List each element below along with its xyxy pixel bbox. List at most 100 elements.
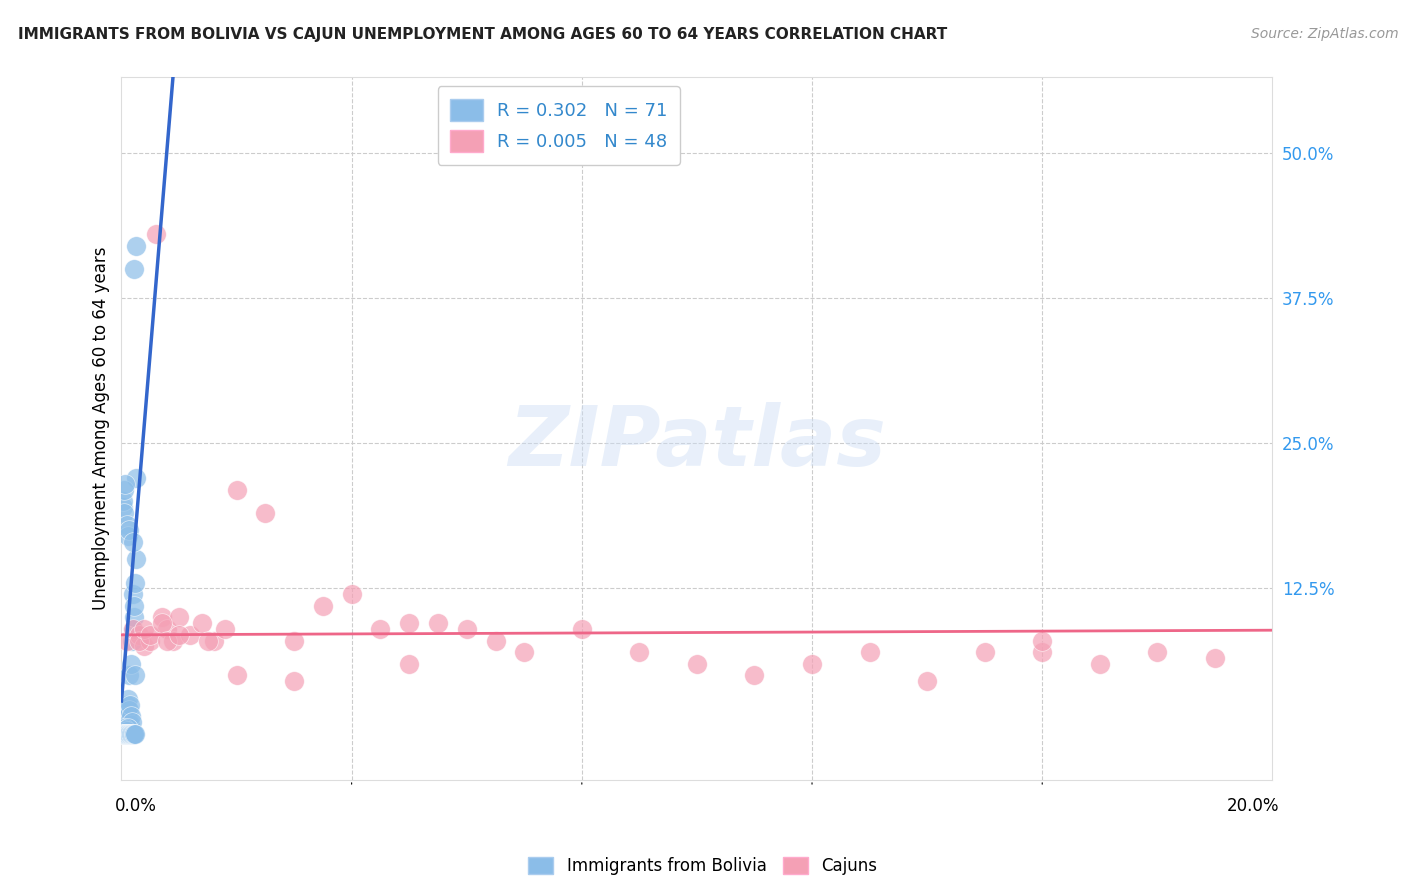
Point [801, 657, 824, 671]
Point [283, 633, 305, 648]
Point [484, 633, 506, 648]
Point [122, 726, 145, 740]
Point [120, 726, 142, 740]
Point [114, 713, 136, 727]
Point [125, 552, 148, 566]
Point [117, 529, 139, 543]
Point [112, 717, 135, 731]
Point [340, 587, 363, 601]
Point [120, 709, 142, 723]
Point [114, 723, 136, 737]
Point [120, 717, 142, 731]
Point [115, 726, 138, 740]
Point [139, 628, 162, 642]
Point [112, 506, 135, 520]
Point [112, 709, 135, 723]
Point [686, 657, 709, 671]
Point [167, 628, 190, 642]
Point [122, 726, 145, 740]
Point [115, 726, 138, 740]
Point [120, 726, 142, 740]
Point [744, 668, 766, 682]
Point [915, 674, 938, 689]
Point [115, 726, 138, 740]
Point [117, 726, 139, 740]
Point [628, 645, 651, 659]
Point [124, 726, 146, 740]
Point [115, 724, 138, 739]
Text: Source: ZipAtlas.com: Source: ZipAtlas.com [1251, 27, 1399, 41]
Point [112, 726, 135, 740]
Point [120, 698, 142, 712]
Point [191, 616, 214, 631]
Point [114, 476, 136, 491]
Point [112, 726, 135, 740]
Point [115, 714, 138, 729]
Point [122, 262, 145, 277]
Text: IMMIGRANTS FROM BOLIVIA VS CAJUN UNEMPLOYMENT AMONG AGES 60 TO 64 YEARS CORRELAT: IMMIGRANTS FROM BOLIVIA VS CAJUN UNEMPLO… [18, 27, 948, 42]
Point [124, 575, 146, 590]
Point [1146, 645, 1168, 659]
Point [150, 610, 173, 624]
Point [115, 517, 138, 532]
Point [120, 726, 142, 740]
Point [118, 703, 141, 717]
Point [112, 494, 135, 508]
Point [125, 239, 148, 253]
Point [118, 524, 141, 538]
Point [1031, 645, 1053, 659]
Point [115, 698, 138, 712]
Point [156, 633, 179, 648]
Point [128, 628, 150, 642]
Point [225, 483, 247, 497]
Point [134, 622, 156, 636]
Text: 0.0%: 0.0% [114, 797, 156, 814]
Point [118, 726, 141, 740]
Legend: R = 0.302   N = 71, R = 0.005   N = 48: R = 0.302 N = 71, R = 0.005 N = 48 [437, 87, 681, 165]
Point [112, 726, 135, 740]
Point [118, 668, 141, 682]
Point [112, 703, 135, 717]
Point [398, 616, 420, 631]
Legend: Immigrants from Bolivia, Cajuns: Immigrants from Bolivia, Cajuns [522, 850, 884, 882]
Point [167, 610, 190, 624]
Point [112, 726, 135, 740]
Point [139, 633, 162, 648]
Point [312, 599, 335, 613]
Point [117, 691, 139, 706]
Point [112, 724, 135, 739]
Point [202, 633, 225, 648]
Point [117, 726, 139, 740]
Y-axis label: Unemployment Among Ages 60 to 64 years: Unemployment Among Ages 60 to 64 years [93, 247, 110, 610]
Point [121, 726, 143, 740]
Point [112, 714, 135, 729]
Text: 20.0%: 20.0% [1227, 797, 1279, 814]
Point [150, 616, 173, 631]
Point [122, 535, 145, 549]
Point [254, 506, 277, 520]
Point [114, 726, 136, 740]
Point [571, 622, 593, 636]
Point [426, 616, 449, 631]
Point [115, 633, 138, 648]
Point [513, 645, 536, 659]
Point [122, 622, 145, 636]
Point [112, 721, 135, 735]
Point [214, 622, 236, 636]
Point [114, 721, 136, 735]
Point [122, 726, 145, 740]
Point [114, 726, 136, 740]
Point [156, 622, 179, 636]
Point [1031, 633, 1053, 648]
Point [115, 706, 138, 720]
Point [283, 674, 305, 689]
Point [115, 726, 138, 740]
Point [125, 471, 148, 485]
Point [115, 726, 138, 740]
Point [117, 709, 139, 723]
Point [115, 721, 138, 735]
Point [121, 714, 143, 729]
Point [111, 726, 134, 740]
Point [858, 645, 880, 659]
Point [370, 622, 392, 636]
